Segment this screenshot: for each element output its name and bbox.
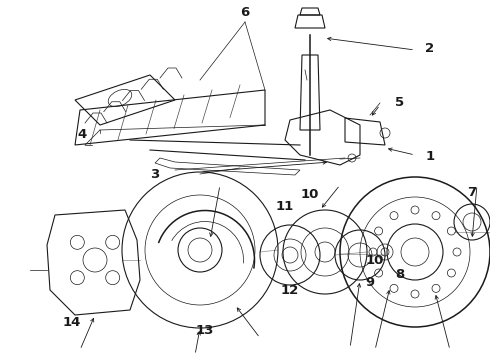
Text: 4: 4: [77, 129, 87, 141]
Text: 13: 13: [196, 324, 214, 337]
Text: 9: 9: [366, 275, 374, 288]
Text: 7: 7: [467, 185, 477, 198]
Text: 11: 11: [276, 201, 294, 213]
Text: 8: 8: [395, 269, 405, 282]
Text: 10: 10: [366, 253, 384, 266]
Text: 3: 3: [150, 167, 160, 180]
Text: 6: 6: [241, 5, 249, 18]
Text: 10: 10: [301, 188, 319, 201]
Text: 5: 5: [395, 95, 405, 108]
Text: 2: 2: [425, 41, 435, 54]
Text: 1: 1: [425, 149, 435, 162]
Text: 14: 14: [63, 315, 81, 328]
Text: 12: 12: [281, 284, 299, 297]
